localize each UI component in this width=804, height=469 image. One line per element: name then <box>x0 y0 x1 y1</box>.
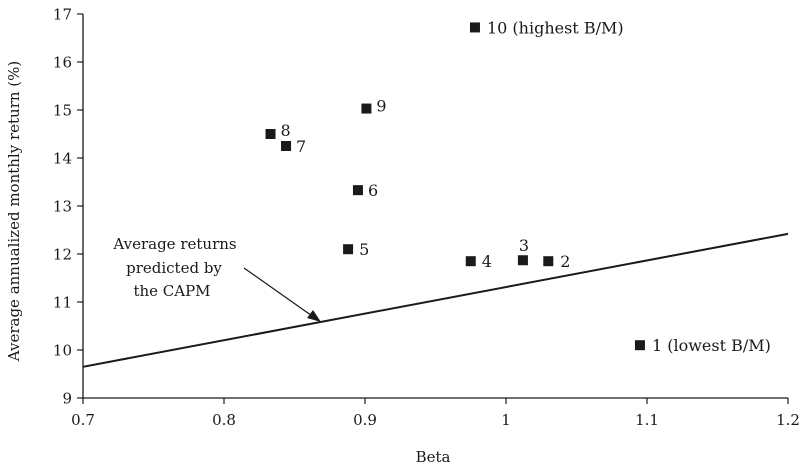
data-point-label: 6 <box>368 181 378 200</box>
x-tick-label: 1 <box>501 411 511 429</box>
data-point-label: 9 <box>376 97 386 116</box>
data-point-label: 4 <box>482 252 492 271</box>
data-point <box>469 22 480 33</box>
data-point <box>265 129 276 139</box>
x-axis-title: Beta <box>416 448 451 466</box>
y-tick-label: 16 <box>53 54 72 72</box>
x-tick-label: 1.2 <box>776 411 800 429</box>
x-tick-label: 0.8 <box>212 411 236 429</box>
y-tick-label: 12 <box>53 246 72 264</box>
x-tick-label: 0.7 <box>71 411 95 429</box>
annotation-line-3: the CAPM <box>133 282 210 300</box>
y-tick-label: 10 <box>53 342 72 360</box>
annotation-line-1: Average returns <box>112 235 236 253</box>
annotation-arrow-shaft <box>243 267 316 319</box>
data-point-label: 2 <box>560 252 570 271</box>
y-tick-label: 11 <box>53 294 72 312</box>
data-point-label: 7 <box>296 137 306 156</box>
y-tick-label: 14 <box>53 150 72 168</box>
y-tick-label: 13 <box>53 198 72 216</box>
data-point-label: 8 <box>281 121 291 140</box>
annotation-arrow-head <box>307 310 321 322</box>
y-tick-label: 15 <box>53 102 72 120</box>
y-axis-title: Average annualized monthly return (%) <box>5 61 23 362</box>
data-point <box>465 256 476 267</box>
data-point-label: 5 <box>359 240 369 259</box>
data-point <box>281 141 292 151</box>
data-points: 1 (lowest B/M) 2 3 4 5 6 78 9 10 (highest B/M) <box>265 18 771 355</box>
capm-annotation: Average returns predicted by the CAPM <box>112 235 321 322</box>
data-point <box>352 185 363 196</box>
x-tick-label: 1.1 <box>635 411 659 429</box>
data-point-label: 1 (lowest B/M) <box>652 336 771 355</box>
data-point <box>543 256 554 267</box>
ticks: 9 10 11 12 13 14 15 16 17 0.7 0.8 0.9 1 1.1 1.2 <box>53 6 800 430</box>
data-point <box>517 255 528 266</box>
data-point-label: 3 <box>519 236 529 255</box>
data-point <box>343 244 354 255</box>
y-tick-label: 17 <box>53 6 72 24</box>
x-tick-label: 0.9 <box>353 411 377 429</box>
y-tick-label: 9 <box>62 390 72 408</box>
data-point <box>361 103 372 114</box>
capm-line-group <box>82 232 789 368</box>
data-point-label: 10 (highest B/M) <box>487 18 624 37</box>
annotation-line-2: predicted by <box>126 259 222 277</box>
data-point <box>634 340 645 351</box>
capm-line <box>82 232 789 368</box>
